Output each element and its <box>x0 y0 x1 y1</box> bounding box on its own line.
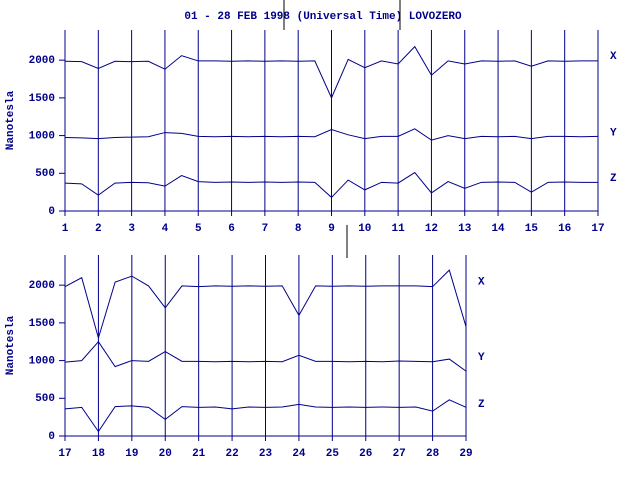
y-tick-label: 0 <box>48 206 55 218</box>
series-line <box>64 340 467 372</box>
y-axis-label: Nanotesla <box>5 315 17 375</box>
series-label: Z <box>478 399 485 411</box>
x-tick-label: 25 <box>326 448 340 460</box>
y-tick-label: 1000 <box>29 130 55 142</box>
x-tick-label: 11 <box>392 223 406 235</box>
y-tick-label: 1500 <box>29 93 55 105</box>
x-tick-label: 8 <box>295 223 302 235</box>
x-tick-label: 14 <box>491 223 505 235</box>
x-tick-label: 6 <box>228 223 235 235</box>
x-tick-label: 19 <box>125 448 138 460</box>
x-tick-label: 24 <box>292 448 306 460</box>
x-tick-label: 26 <box>359 448 372 460</box>
series-label: Y <box>610 127 617 139</box>
x-tick-label: 23 <box>259 448 273 460</box>
x-tick-label: 5 <box>195 223 202 235</box>
x-tick-label: 12 <box>425 223 438 235</box>
x-tick-label: 13 <box>458 223 472 235</box>
series-label: Y <box>478 352 485 364</box>
y-tick-label: 1500 <box>29 318 55 330</box>
x-tick-label: 10 <box>358 223 371 235</box>
y-tick-label: 2000 <box>29 280 55 292</box>
y-tick-label: 500 <box>35 393 55 405</box>
x-tick-label: 16 <box>558 223 571 235</box>
series-line <box>64 128 599 141</box>
x-tick-label: 15 <box>525 223 539 235</box>
x-tick-label: 3 <box>128 223 135 235</box>
x-tick-label: 20 <box>159 448 172 460</box>
y-tick-label: 0 <box>48 431 55 443</box>
x-tick-label: 22 <box>225 448 238 460</box>
series-line <box>64 171 598 199</box>
series-label: Z <box>610 173 617 185</box>
x-tick-label: 9 <box>328 223 335 235</box>
x-tick-label: 21 <box>192 448 206 460</box>
series-line <box>64 269 467 340</box>
y-tick-label: 500 <box>35 168 55 180</box>
series-line <box>64 45 598 100</box>
series-line <box>64 399 467 433</box>
x-tick-label: 1 <box>62 223 69 235</box>
x-tick-label: 17 <box>58 448 71 460</box>
x-tick-label: 28 <box>426 448 440 460</box>
x-tick-label: 29 <box>459 448 472 460</box>
y-tick-label: 2000 <box>29 55 55 67</box>
x-tick-label: 2 <box>95 223 102 235</box>
x-tick-label: 27 <box>393 448 406 460</box>
series-label: X <box>610 51 617 63</box>
x-tick-label: 4 <box>162 223 169 235</box>
x-tick-label: 17 <box>591 223 604 235</box>
chart-title: 01 - 28 FEB 1998 (Universal Time) LOVOZE… <box>184 11 462 23</box>
y-tick-label: 1000 <box>29 355 55 367</box>
x-tick-label: 18 <box>92 448 106 460</box>
y-axis-label: Nanotesla <box>5 90 17 150</box>
x-tick-label: 7 <box>262 223 269 235</box>
series-label: X <box>478 277 485 289</box>
